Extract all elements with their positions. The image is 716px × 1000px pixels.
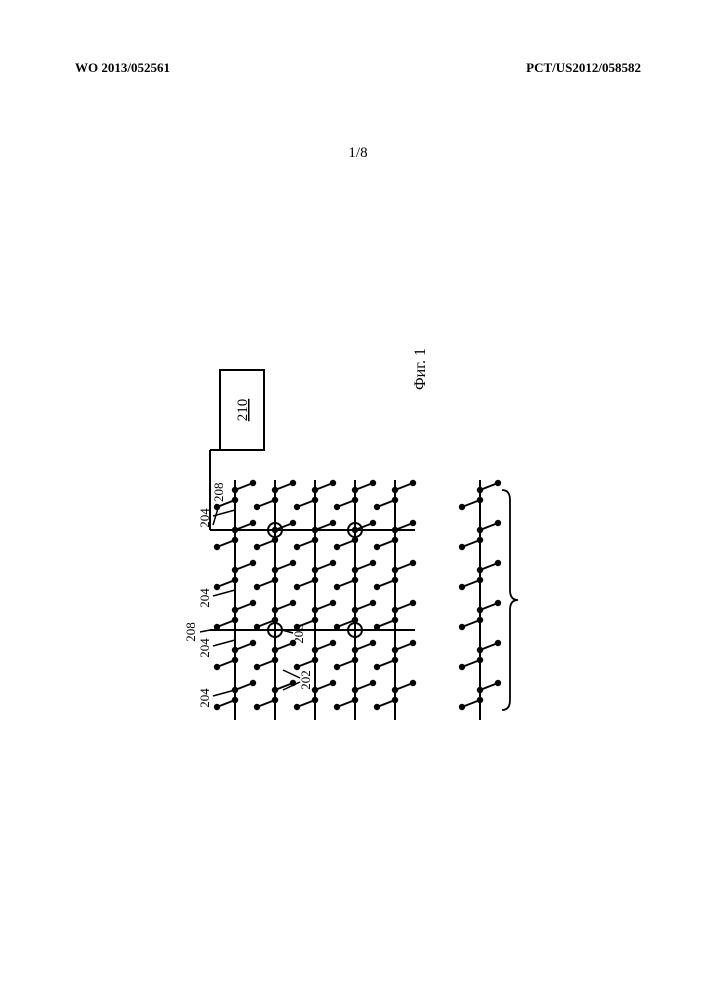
svg-text:204: 204 <box>197 638 212 658</box>
svg-text:208: 208 <box>183 622 198 642</box>
page-number: 1/8 <box>0 145 716 162</box>
svg-text:208: 208 <box>211 483 226 503</box>
header-right: PCT/US2012/058582 <box>526 60 641 76</box>
svg-text:206: 206 <box>291 624 306 644</box>
svg-text:204: 204 <box>197 508 212 528</box>
figure-1: 210204204204204208208206202200Фиг. 1 <box>180 310 520 750</box>
header-left: WO 2013/052561 <box>75 60 170 76</box>
figure-svg: 210204204204204208208206202200Фиг. 1 <box>180 310 520 750</box>
svg-text:210: 210 <box>235 399 251 422</box>
svg-text:204: 204 <box>197 688 212 708</box>
svg-text:Фиг. 1: Фиг. 1 <box>412 348 429 390</box>
svg-text:202: 202 <box>298 670 313 690</box>
svg-text:204: 204 <box>197 588 212 608</box>
